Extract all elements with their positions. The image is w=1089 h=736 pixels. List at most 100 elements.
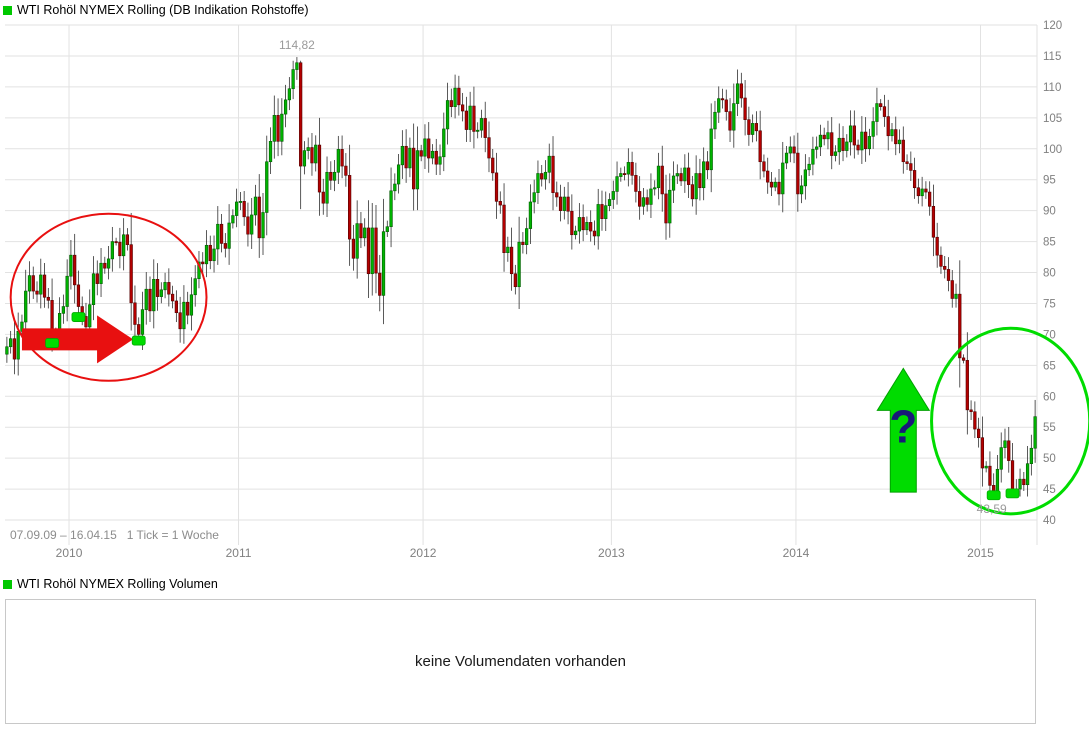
candle-body <box>619 173 623 177</box>
candle-body <box>321 191 325 204</box>
candle-body <box>355 223 359 259</box>
candle-body <box>973 411 977 430</box>
question-mark-annotation: ? <box>889 400 917 452</box>
candle-body <box>517 241 521 288</box>
candle-body <box>167 282 171 295</box>
candle-body <box>366 227 371 275</box>
price-axis-label: 65 <box>1043 360 1056 372</box>
low-price-label: 43,59 <box>977 502 1007 516</box>
candle-body <box>461 104 465 112</box>
price-axis-label: 50 <box>1043 453 1056 465</box>
candle-body <box>1010 460 1015 491</box>
candle-body <box>543 171 548 180</box>
candle-body <box>276 115 280 142</box>
candle-body <box>867 136 872 150</box>
candle-body <box>246 216 250 235</box>
price-axis-label: 60 <box>1043 391 1056 403</box>
candle-body <box>788 146 792 154</box>
candle-body <box>1022 478 1026 486</box>
period-info: 07.09.09 – 16.04.15 1 Tick = 1 Woche <box>10 528 219 542</box>
candle-body <box>928 191 932 207</box>
price-axis-label: 80 <box>1043 268 1056 280</box>
candle-body <box>777 181 781 195</box>
candle-body <box>370 227 374 275</box>
candle-body <box>739 83 743 99</box>
candle-body <box>201 261 205 265</box>
candle-body <box>573 230 578 236</box>
candle-body <box>656 165 661 189</box>
candle-body <box>223 243 227 249</box>
candle-body <box>566 196 570 212</box>
candle-body <box>12 338 17 360</box>
candle-body <box>671 175 676 191</box>
candle-body <box>314 144 318 164</box>
candle-body <box>958 293 962 359</box>
candle-body <box>969 409 973 413</box>
green-marker-annotation <box>71 312 86 322</box>
candle-body <box>265 161 269 213</box>
candle-body <box>540 173 544 180</box>
candle-body <box>833 151 838 156</box>
green-up-arrow-annotation <box>876 367 931 493</box>
candle-body <box>871 121 875 137</box>
candle-body <box>487 137 491 159</box>
price-axis-label: 75 <box>1043 298 1056 310</box>
price-axis-label: 115 <box>1043 51 1061 63</box>
candle-body <box>283 99 288 115</box>
candle-body <box>42 274 47 298</box>
year-axis-label: 2014 <box>783 546 810 560</box>
candle-body <box>340 149 344 167</box>
candle-body <box>491 157 495 174</box>
candle-body <box>118 241 122 257</box>
candle-body <box>984 465 988 469</box>
green-circle-annotation <box>930 326 1089 516</box>
candle-body <box>577 217 581 232</box>
candle-body <box>449 100 453 107</box>
candle-body <box>46 296 50 301</box>
candle-body <box>476 129 480 132</box>
green-marker-annotation <box>1005 488 1020 499</box>
candle-body <box>257 196 261 239</box>
candle-body <box>995 468 1000 493</box>
candle-body <box>622 173 627 176</box>
candle-body <box>558 196 563 211</box>
candle-body <box>686 167 691 185</box>
candle-body <box>65 275 69 307</box>
candle-body <box>536 173 540 193</box>
candle-body <box>494 172 499 202</box>
candle-body <box>860 131 864 151</box>
candle-body <box>159 289 163 297</box>
candle-body <box>901 139 905 163</box>
candle-body <box>1033 416 1037 449</box>
candle-body <box>905 161 909 164</box>
candle-body <box>253 196 258 216</box>
candle-body <box>174 300 178 314</box>
candle-body <box>306 147 310 151</box>
candle-body <box>231 215 235 224</box>
candle-body <box>683 167 687 182</box>
candle-body <box>280 113 284 142</box>
candle-body <box>886 116 890 137</box>
candle-body <box>103 262 107 269</box>
candle-body <box>720 98 725 101</box>
candle-body <box>525 228 529 245</box>
candle-body <box>882 106 887 117</box>
price-chart-canvas: 1201151101051009590858075706560555045402… <box>5 20 1089 560</box>
candle-body <box>781 162 785 195</box>
candle-body <box>589 222 593 232</box>
candle-body <box>792 146 796 154</box>
candle-body <box>826 132 830 140</box>
volume-legend-icon <box>3 579 12 589</box>
candle-body <box>325 171 329 204</box>
candle-body <box>1029 447 1033 464</box>
candle-body <box>272 115 276 142</box>
candle-body <box>378 272 382 296</box>
candle-body <box>31 275 35 292</box>
candle-body <box>238 201 243 203</box>
candle-body <box>472 105 476 132</box>
candle-body <box>430 150 435 159</box>
candle-body <box>95 273 99 284</box>
candle-body <box>137 324 141 335</box>
candle-body <box>69 254 73 277</box>
candle-body <box>735 83 740 104</box>
